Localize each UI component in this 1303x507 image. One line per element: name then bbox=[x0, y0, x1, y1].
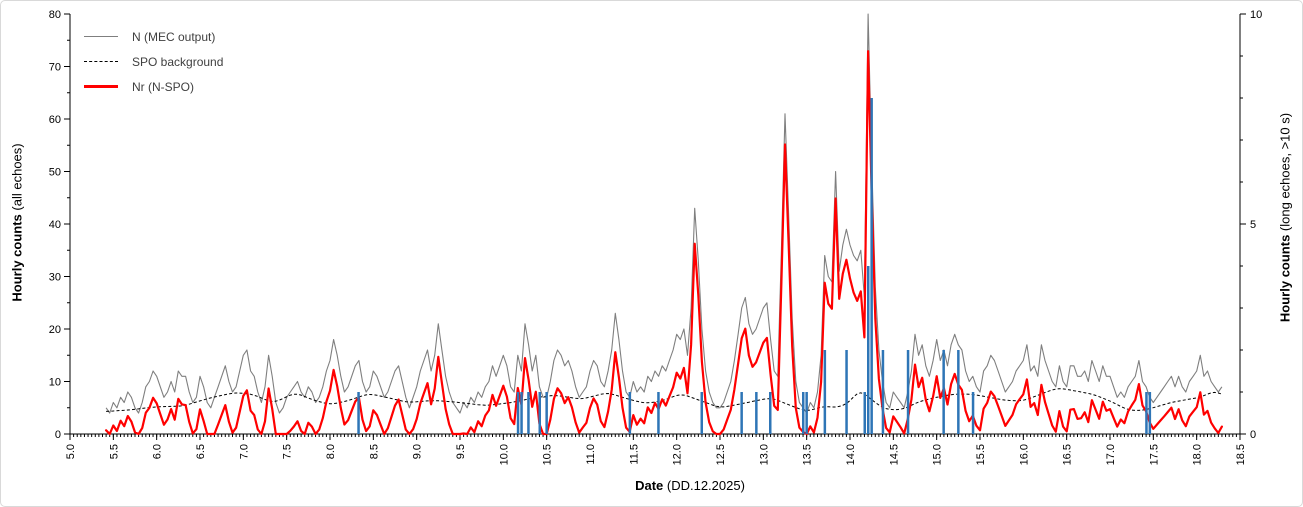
x-tick-label: 7.0 bbox=[238, 444, 250, 459]
long-echo-bar bbox=[863, 392, 866, 434]
x-tick-label: 14.0 bbox=[845, 444, 857, 465]
y-left-tick-label: 10 bbox=[49, 377, 61, 389]
long-echo-bar bbox=[357, 392, 360, 434]
x-tick-label: 14.5 bbox=[888, 444, 900, 465]
y-right-title-bold: Hourly counts bbox=[1277, 234, 1293, 323]
n-line bbox=[105, 13, 1223, 414]
long-echo-bar bbox=[845, 350, 848, 434]
long-echo-bar bbox=[538, 392, 541, 434]
legend-item-n: N (MEC output) bbox=[84, 24, 223, 49]
long-echo-bar bbox=[657, 392, 660, 434]
y-axis-left: 0 10 20 30 40 50 60 70 80 bbox=[49, 9, 71, 441]
x-tick-label: 6.5 bbox=[195, 444, 207, 459]
long-echo-bars bbox=[357, 98, 1152, 434]
y-left-tick-label: 60 bbox=[49, 114, 61, 126]
x-tick-label: 11.5 bbox=[628, 444, 640, 465]
spo-line-swatch-icon bbox=[84, 61, 118, 62]
x-title-rest: (DD.12.2025) bbox=[663, 478, 745, 493]
long-echo-bar bbox=[520, 392, 523, 434]
x-tick-label: 15.0 bbox=[932, 444, 944, 465]
x-tick-label: 16.5 bbox=[1062, 444, 1074, 465]
x-tick-label: 12.5 bbox=[715, 444, 727, 465]
x-tick-label: 5.0 bbox=[65, 444, 77, 459]
long-echo-bar bbox=[527, 392, 530, 434]
long-echo-bar bbox=[769, 392, 772, 434]
long-echo-bar bbox=[755, 392, 758, 434]
legend-label-spo: SPO background bbox=[132, 54, 224, 69]
y-axis-right-title: Hourly counts (long echoes, >10 s) bbox=[1278, 68, 1293, 368]
x-tick-label: 5.5 bbox=[108, 444, 120, 459]
x-tick-label: 7.5 bbox=[282, 444, 294, 459]
long-echo-bar bbox=[740, 392, 743, 434]
x-tick-label: 13.5 bbox=[802, 444, 814, 465]
long-echo-bar bbox=[942, 350, 945, 434]
long-echo-bar bbox=[802, 392, 805, 434]
x-axis: 5.0 5.5 6.0 6.5 7.0 7.5 8.0 8.5 9.0 9.5 10.0 10.5 11… bbox=[65, 433, 1247, 465]
long-echo-bar bbox=[700, 392, 703, 434]
long-echo-bar bbox=[906, 350, 910, 434]
x-tick-label: 17.5 bbox=[1148, 444, 1160, 465]
y-left-title-rest: (all echoes) bbox=[9, 143, 25, 215]
n-line-swatch-icon bbox=[84, 36, 118, 37]
y-left-tick-label: 70 bbox=[49, 62, 61, 74]
y-left-tick-label: 20 bbox=[49, 324, 61, 336]
long-echo-bar bbox=[805, 392, 808, 434]
x-tick-label: 18.5 bbox=[1235, 444, 1247, 465]
long-echo-bar bbox=[870, 98, 873, 434]
y-left-tick-label: 30 bbox=[49, 272, 61, 284]
legend-label-n: N (MEC output) bbox=[132, 29, 216, 44]
x-tick-label: 10.0 bbox=[498, 444, 510, 465]
long-echo-bar bbox=[971, 392, 975, 434]
long-echo-bar bbox=[823, 350, 827, 434]
long-echo-bar bbox=[881, 350, 885, 434]
x-tick-label: 6.0 bbox=[152, 444, 164, 459]
long-echo-bar bbox=[957, 350, 960, 434]
x-tick-label: 13.0 bbox=[758, 444, 770, 465]
x-tick-label: 11.0 bbox=[585, 444, 597, 465]
y-axis-right: 0 5 10 bbox=[1239, 9, 1262, 441]
y-left-tick-label: 80 bbox=[49, 9, 61, 21]
legend-item-spo: SPO background bbox=[84, 49, 223, 74]
x-tick-label: 15.5 bbox=[975, 444, 987, 465]
x-tick-label: 17.0 bbox=[1105, 444, 1117, 465]
y-left-tick-label: 50 bbox=[49, 167, 61, 179]
y-left-tick-label: 0 bbox=[55, 429, 61, 441]
x-tick-label: 16.0 bbox=[1018, 444, 1030, 465]
spo-line bbox=[106, 388, 1223, 412]
x-tick-label: 8.0 bbox=[325, 444, 337, 459]
legend-label-nr: Nr (N-SPO) bbox=[132, 79, 194, 94]
long-echo-bar bbox=[628, 392, 632, 434]
long-echo-bar bbox=[867, 266, 870, 434]
long-echo-bar bbox=[1145, 392, 1148, 434]
y-right-tick-label: 5 bbox=[1250, 219, 1256, 231]
y-right-tick-label: 10 bbox=[1250, 9, 1262, 21]
long-echo-bar bbox=[545, 392, 548, 434]
x-axis-title: Date (DD.12.2025) bbox=[490, 478, 890, 493]
x-tick-label: 10.5 bbox=[542, 444, 554, 465]
x-tick-label: 9.5 bbox=[455, 444, 467, 459]
x-tick-label: 18.0 bbox=[1192, 444, 1204, 465]
y-left-title-bold: Hourly counts bbox=[9, 214, 25, 302]
y-right-title-rest: (long echoes, >10 s) bbox=[1277, 112, 1293, 235]
y-right-tick-label: 0 bbox=[1250, 429, 1256, 441]
nr-line-swatch-icon bbox=[84, 85, 118, 88]
long-echo-bar bbox=[1148, 392, 1152, 434]
nr-line bbox=[105, 50, 1223, 436]
long-echo-bar bbox=[516, 392, 520, 434]
x-tick-label: 8.5 bbox=[368, 444, 380, 459]
legend: N (MEC output) SPO background Nr (N-SPO) bbox=[84, 24, 223, 99]
x-tick-label: 12.0 bbox=[672, 444, 684, 465]
legend-item-nr: Nr (N-SPO) bbox=[84, 74, 223, 99]
x-tick-label: 9.0 bbox=[412, 444, 424, 459]
y-left-tick-label: 40 bbox=[49, 219, 61, 231]
x-title-bold: Date bbox=[635, 478, 664, 493]
y-axis-left-title: Hourly counts (all echoes) bbox=[10, 83, 25, 363]
